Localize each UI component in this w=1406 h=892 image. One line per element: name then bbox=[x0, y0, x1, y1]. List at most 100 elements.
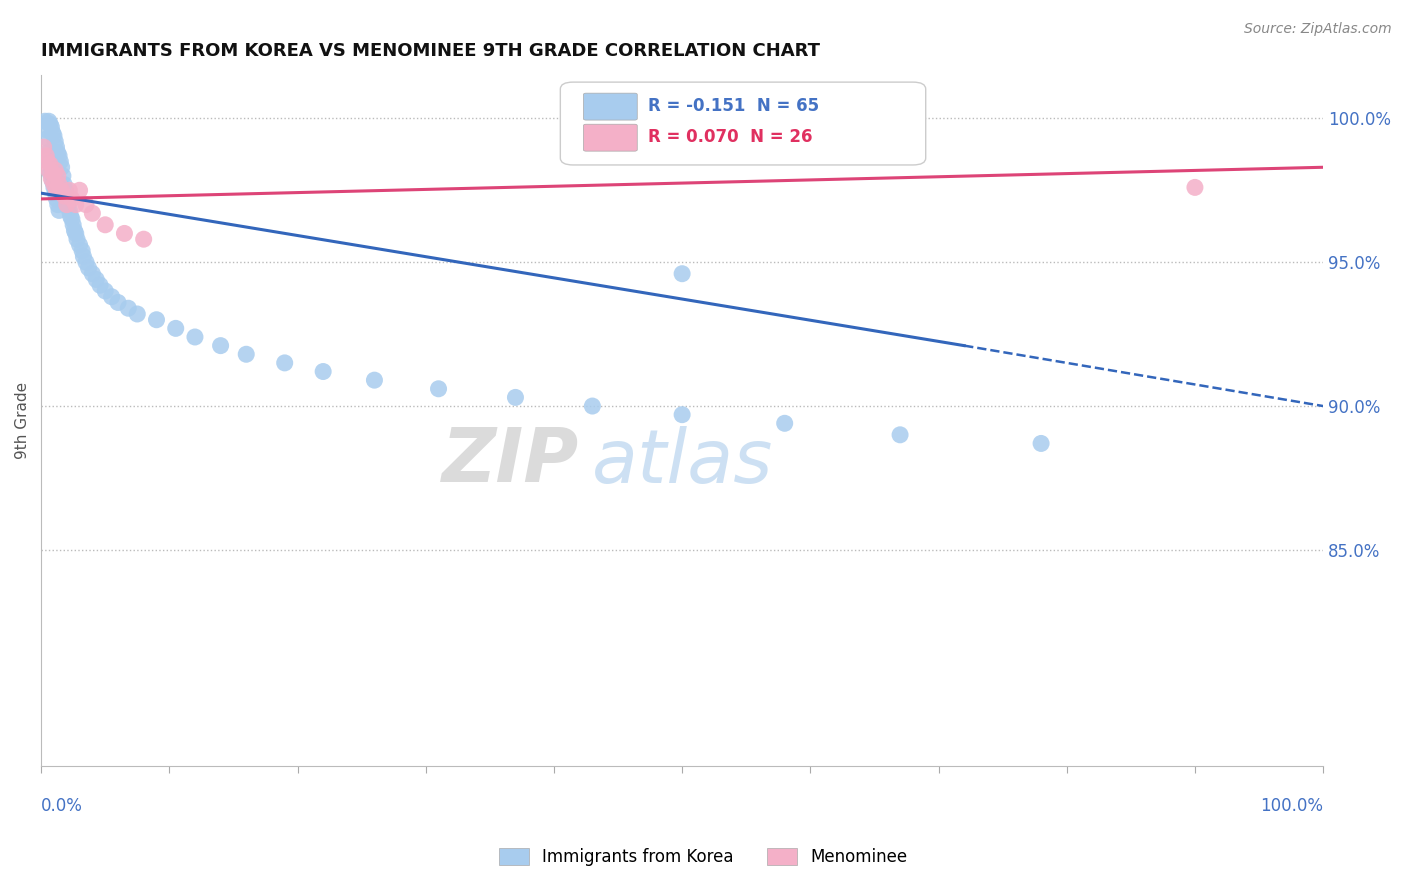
Point bbox=[65, 227, 87, 241]
Point bbox=[209, 338, 232, 352]
Point bbox=[145, 312, 167, 326]
Point bbox=[41, 171, 63, 186]
Point bbox=[581, 399, 603, 413]
Point bbox=[38, 154, 60, 169]
Point bbox=[53, 178, 76, 192]
Point bbox=[84, 272, 107, 286]
Point bbox=[94, 284, 117, 298]
Point bbox=[363, 373, 385, 387]
FancyBboxPatch shape bbox=[583, 124, 637, 151]
Point bbox=[38, 163, 60, 178]
Point bbox=[114, 227, 136, 241]
Point bbox=[55, 197, 77, 211]
Legend: Immigrants from Korea, Menominee: Immigrants from Korea, Menominee bbox=[491, 840, 915, 875]
Point bbox=[51, 161, 73, 175]
Point bbox=[184, 330, 207, 344]
Point bbox=[52, 169, 75, 183]
Point bbox=[75, 197, 97, 211]
Point bbox=[53, 189, 76, 203]
Point bbox=[100, 290, 122, 304]
Point bbox=[48, 203, 70, 218]
Point bbox=[117, 301, 139, 316]
Point bbox=[41, 126, 63, 140]
FancyBboxPatch shape bbox=[583, 93, 637, 120]
Point bbox=[41, 120, 63, 134]
Point bbox=[69, 183, 91, 197]
Point bbox=[44, 186, 66, 201]
Text: ZIP: ZIP bbox=[443, 425, 579, 499]
Point bbox=[45, 140, 67, 154]
Point bbox=[82, 267, 104, 281]
Point bbox=[39, 117, 62, 131]
Point bbox=[1029, 436, 1052, 450]
Text: atlas: atlas bbox=[592, 425, 773, 498]
Point bbox=[41, 175, 63, 189]
Point bbox=[1184, 180, 1206, 194]
Point bbox=[32, 140, 55, 154]
Point bbox=[889, 427, 911, 442]
Point bbox=[35, 123, 58, 137]
Point bbox=[44, 134, 66, 148]
Point bbox=[59, 209, 82, 223]
Point bbox=[41, 166, 63, 180]
Point bbox=[41, 161, 63, 175]
Y-axis label: 9th Grade: 9th Grade bbox=[15, 382, 30, 459]
Point bbox=[51, 183, 73, 197]
Point bbox=[63, 223, 86, 237]
Point bbox=[42, 128, 65, 143]
Point bbox=[72, 249, 94, 263]
Point bbox=[505, 391, 527, 405]
Point bbox=[82, 206, 104, 220]
Point bbox=[60, 192, 83, 206]
Point bbox=[42, 178, 65, 192]
Text: IMMIGRANTS FROM KOREA VS MENOMINEE 9TH GRADE CORRELATION CHART: IMMIGRANTS FROM KOREA VS MENOMINEE 9TH G… bbox=[41, 42, 820, 60]
Point bbox=[49, 154, 72, 169]
Point bbox=[48, 149, 70, 163]
Point bbox=[107, 295, 129, 310]
Point bbox=[55, 183, 77, 197]
Point bbox=[46, 169, 69, 183]
Point bbox=[671, 267, 693, 281]
Point bbox=[37, 131, 59, 145]
Point bbox=[58, 203, 80, 218]
Point bbox=[94, 218, 117, 232]
Point bbox=[77, 260, 100, 275]
Point bbox=[55, 192, 77, 206]
Point bbox=[45, 192, 67, 206]
Point bbox=[42, 180, 65, 194]
Point bbox=[165, 321, 187, 335]
Point bbox=[38, 114, 60, 128]
Point bbox=[62, 218, 84, 232]
Point bbox=[44, 163, 66, 178]
Point bbox=[37, 154, 59, 169]
Point bbox=[65, 197, 87, 211]
Point bbox=[132, 232, 155, 246]
Point bbox=[35, 149, 58, 163]
Point bbox=[34, 114, 56, 128]
Point bbox=[48, 178, 70, 192]
Point bbox=[70, 244, 93, 258]
Point bbox=[39, 157, 62, 171]
Point bbox=[45, 183, 67, 197]
Point bbox=[37, 145, 59, 160]
Point bbox=[273, 356, 295, 370]
Point bbox=[235, 347, 257, 361]
Point bbox=[75, 255, 97, 269]
Text: 0.0%: 0.0% bbox=[41, 797, 83, 814]
Point bbox=[46, 145, 69, 160]
Point bbox=[56, 197, 79, 211]
Text: R = 0.070  N = 26: R = 0.070 N = 26 bbox=[648, 128, 813, 146]
FancyBboxPatch shape bbox=[561, 82, 925, 165]
Point bbox=[761, 105, 783, 120]
Point bbox=[46, 197, 69, 211]
Point bbox=[39, 166, 62, 180]
Text: Source: ZipAtlas.com: Source: ZipAtlas.com bbox=[1244, 22, 1392, 37]
Point bbox=[127, 307, 149, 321]
Point bbox=[427, 382, 450, 396]
Point bbox=[312, 365, 335, 379]
Point bbox=[671, 408, 693, 422]
Point bbox=[58, 183, 80, 197]
Text: 100.0%: 100.0% bbox=[1260, 797, 1323, 814]
Point bbox=[69, 238, 91, 252]
Point bbox=[773, 417, 796, 431]
